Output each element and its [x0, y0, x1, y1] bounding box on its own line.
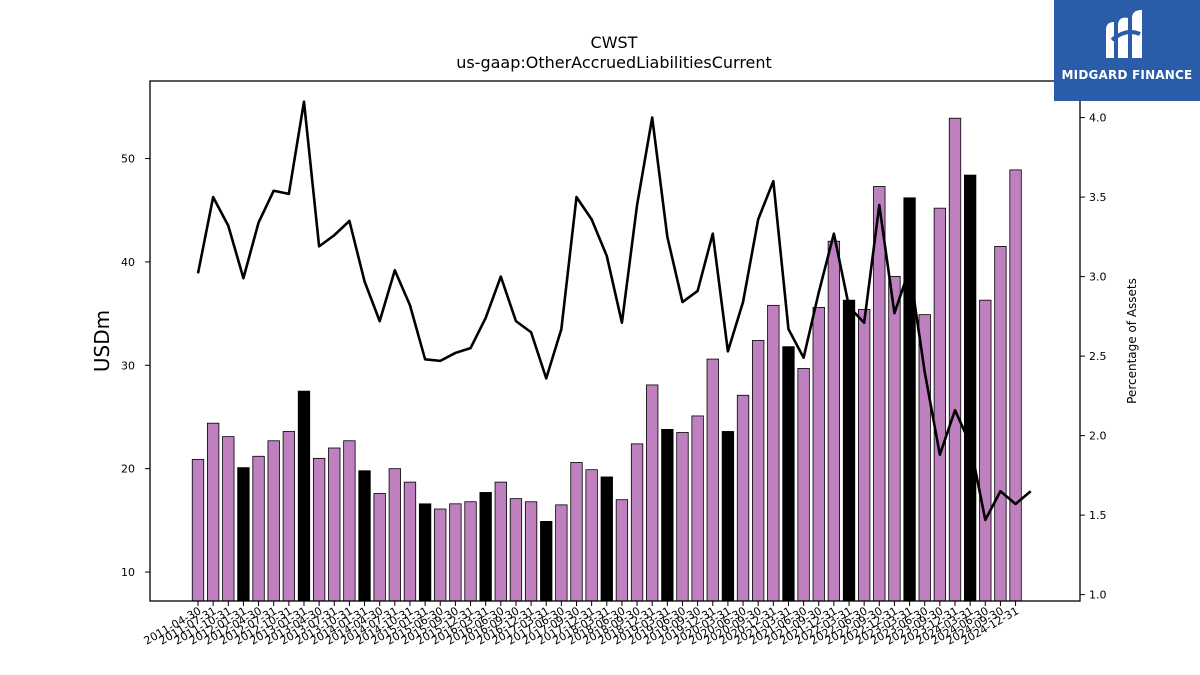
bar-2018-06-30: [615, 499, 629, 602]
bar-2014-04-30: [373, 493, 386, 602]
bar-2024-06-30: [979, 299, 992, 602]
y-axis-left: 10 20 30 40 50: [121, 153, 150, 579]
bar-2023-12-31: [948, 117, 962, 602]
y-tick-label: 10: [121, 566, 135, 579]
bar-2016-09-30: [509, 498, 523, 602]
bar-2020-03-31: [721, 431, 735, 602]
y-tick-label: 50: [121, 153, 135, 166]
bar-2024-03-31: [963, 174, 977, 602]
bar-2017-06-30: [555, 504, 568, 602]
bar-2023-06-30: [918, 314, 931, 602]
bar-2015-12-31: [464, 501, 477, 602]
midgard-finance-logo: MIDGARD FINANCE: [1054, 0, 1200, 101]
bar-2021-03-31: [782, 346, 795, 602]
bar-2019-03-31: [661, 428, 674, 602]
y2-tick-label: 1.0: [1089, 589, 1107, 602]
midgard-logo-icon: [1106, 10, 1142, 58]
bar-2014-10-31: [403, 481, 417, 602]
bar-2016-06-30: [494, 481, 507, 602]
bar-2015-01-31: [418, 503, 432, 602]
line-series: [196, 100, 1032, 522]
y-tick-label: 20: [121, 463, 135, 476]
bar-2013-01-31: [297, 390, 311, 602]
bar-2021-09-30: [812, 306, 825, 602]
bar-2018-03-31: [600, 476, 613, 602]
bar-2019-09-30: [691, 415, 704, 602]
bar-2018-09-30: [630, 443, 644, 602]
logo-text: MIDGARD FINANCE: [1061, 68, 1193, 82]
bar-2024-12-31: [1009, 169, 1022, 602]
bar-2017-03-31: [540, 521, 553, 602]
x-axis: 2011-04-302011-07-312011-10-312012-01-31…: [142, 601, 1021, 648]
bar-2012-04-30: [252, 455, 265, 602]
percentage-of-assets-line: [196, 100, 1032, 522]
bar-2018-12-31: [646, 384, 659, 602]
bar-2020-06-30: [736, 394, 750, 602]
y2-tick-label: 3.0: [1089, 271, 1107, 284]
y2-tick-label: 3.5: [1089, 191, 1107, 204]
bar-2013-07-31: [328, 447, 341, 602]
y2-tick-label: 2.0: [1089, 430, 1107, 443]
bar-2019-06-30: [676, 432, 689, 602]
bar-2011-04-30: [191, 458, 205, 602]
bar-2017-09-30: [570, 462, 583, 602]
bar-2022-09-30: [873, 186, 886, 602]
bar-2021-06-30: [797, 367, 810, 602]
bar-2012-10-31: [282, 431, 295, 602]
y-tick-label: 40: [121, 256, 135, 269]
bar-2015-06-30: [434, 508, 447, 602]
y-tick-label: 30: [121, 359, 135, 372]
bar-2013-10-31: [343, 440, 356, 602]
y-axis-right: 1.0 1.5 2.0 2.5 3.0 3.5 4.0: [1080, 112, 1107, 602]
bar-series: [191, 117, 1022, 602]
bar-2017-12-31: [585, 469, 598, 602]
bar-2019-12-31: [706, 358, 719, 602]
bar-2021-12-31: [827, 240, 841, 602]
bar-2023-03-31: [903, 197, 916, 602]
chart-title-group: CWST us-gaap:OtherAccruedLiabilitiesCurr…: [456, 33, 772, 72]
bar-2024-09-30: [994, 246, 1007, 602]
y2-tick-label: 2.5: [1089, 350, 1107, 363]
y-axis-right-label: Percentage of Assets: [1125, 278, 1139, 404]
bar-2020-09-30: [752, 340, 765, 602]
bar-2011-10-31: [222, 436, 235, 602]
y2-tick-label: 4.0: [1089, 112, 1107, 125]
bar-2022-03-31: [842, 299, 856, 602]
bar-2023-09-30: [933, 207, 947, 602]
bar-2020-12-31: [767, 304, 780, 602]
plot-frame: [149, 80, 1081, 602]
chart-subtitle: us-gaap:OtherAccruedLiabilitiesCurrent: [456, 53, 772, 72]
bar-2011-07-31: [206, 422, 220, 602]
bar-2016-03-31: [479, 492, 492, 602]
bar-2012-07-31: [267, 440, 280, 602]
bar-2022-06-30: [858, 309, 871, 602]
bar-2014-01-31: [358, 470, 371, 602]
y-axis-left-label: USDm: [90, 310, 114, 372]
bar-2012-01-31: [237, 467, 250, 602]
chart-title: CWST: [591, 33, 638, 52]
bar-2016-12-31: [524, 501, 538, 602]
bar-2013-04-30: [312, 457, 326, 602]
bar-2022-12-31: [888, 275, 901, 602]
bar-2014-07-31: [388, 468, 401, 602]
y2-tick-label: 1.5: [1089, 509, 1107, 522]
bar-2015-09-30: [449, 503, 462, 602]
